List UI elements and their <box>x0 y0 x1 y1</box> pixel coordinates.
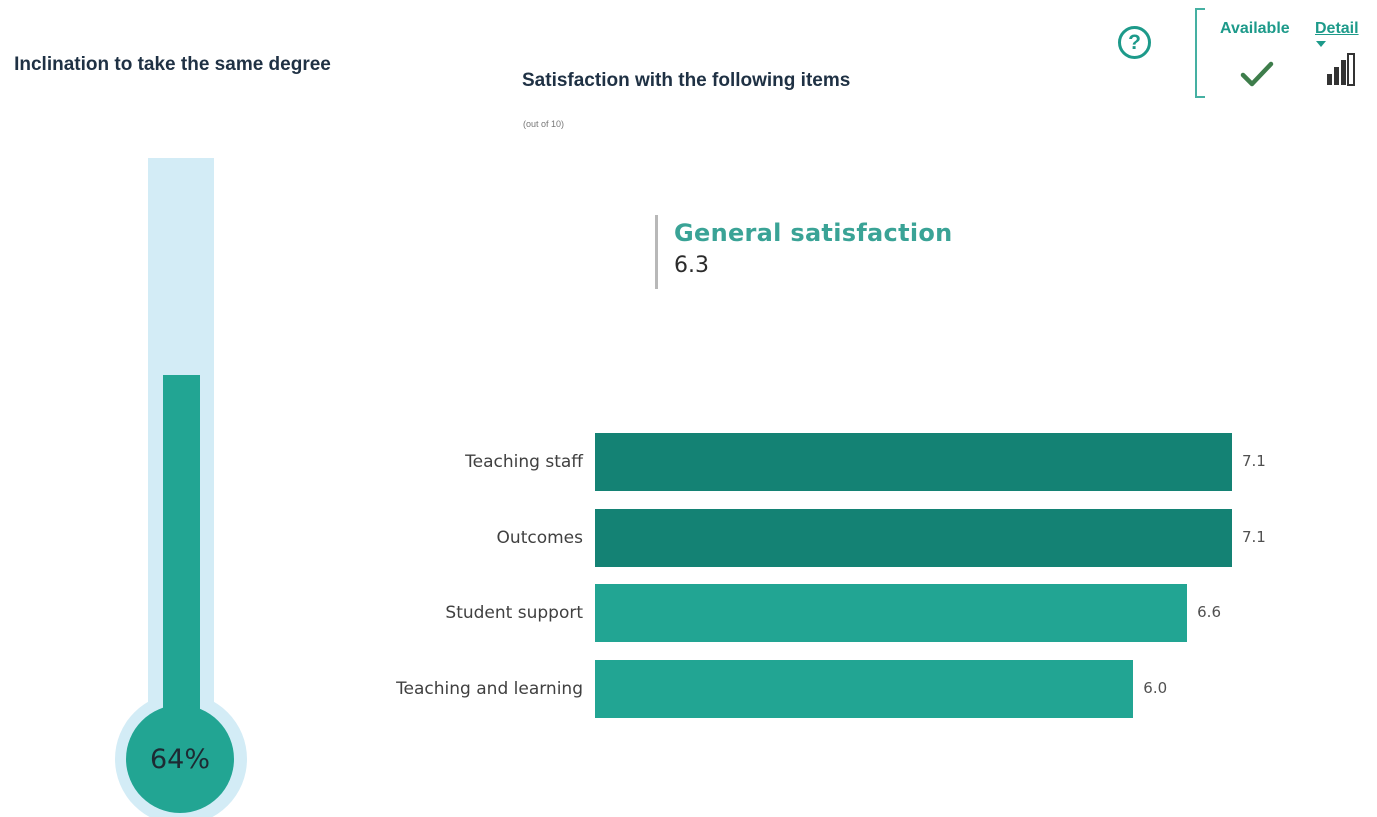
view-toggle-frame <box>1195 8 1377 98</box>
available-label: Available <box>1220 20 1290 37</box>
thermometer-fill <box>163 374 200 760</box>
bar[interactable] <box>595 433 1232 491</box>
bar-chart-icon[interactable] <box>1325 52 1357 86</box>
bar-label: Teaching staff <box>465 452 583 472</box>
bar[interactable] <box>595 508 1232 567</box>
bar-value-label: 7.1 <box>1242 452 1266 470</box>
bar-label: Teaching and learning <box>396 678 583 699</box>
detail-link[interactable]: Detail <box>1315 20 1359 37</box>
bar[interactable] <box>595 659 1134 718</box>
kpi-card: General satisfaction 6.3 <box>655 215 953 289</box>
bar-value-label: 7.1 <box>1242 527 1266 546</box>
chart-title: Satisfaction with the following items <box>522 70 851 91</box>
kpi-label: General satisfaction <box>674 219 953 247</box>
checkmark-icon[interactable] <box>1240 60 1274 88</box>
detail-caret-icon <box>1316 41 1326 47</box>
help-icon: ? <box>1128 30 1141 54</box>
bar-value-label: 6.6 <box>1197 603 1221 621</box>
kpi-value: 6.3 <box>674 253 709 278</box>
bar-label: Outcomes <box>496 527 583 548</box>
help-button[interactable]: ? <box>1118 26 1151 59</box>
bar[interactable] <box>595 584 1188 642</box>
chart-subtitle: (out of 10) <box>523 119 565 129</box>
thermometer-value: 64% <box>149 743 210 775</box>
bar-value-label: 6.0 <box>1143 678 1168 697</box>
bar-label: Student support <box>445 603 583 623</box>
thermometer-title: Inclination to take the same degree <box>14 54 331 75</box>
thermometer-bulb: 64% <box>126 705 234 813</box>
